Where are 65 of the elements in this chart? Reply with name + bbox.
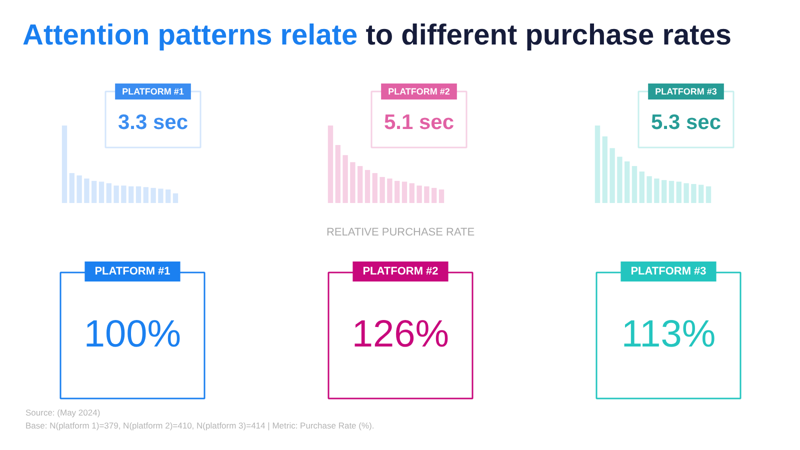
bar	[106, 183, 112, 203]
bar	[166, 189, 171, 203]
bar	[610, 148, 615, 203]
annotation: 3.3 sec	[118, 111, 188, 134]
bar	[662, 180, 667, 203]
category-label: PLATFORM #3	[630, 266, 706, 278]
bar	[424, 186, 430, 203]
bar	[328, 126, 334, 203]
bar	[646, 176, 652, 203]
bar	[387, 178, 392, 203]
bar	[335, 145, 340, 203]
bar	[617, 156, 622, 203]
bar	[668, 180, 674, 203]
annotation: 5.1 sec	[384, 111, 454, 134]
chart-title: PLATFORM #3	[655, 86, 717, 96]
text: Attention patterns relate	[22, 20, 358, 52]
bar	[84, 178, 90, 203]
bar	[172, 193, 178, 203]
chart-title: PLATFORM #1	[122, 86, 184, 96]
bar	[114, 186, 119, 203]
bar	[76, 175, 82, 203]
bar	[632, 166, 638, 203]
bar	[380, 176, 385, 203]
bar	[92, 180, 97, 203]
bar	[143, 187, 148, 203]
source-note: Source: (May 2024)	[26, 408, 100, 418]
bar	[121, 186, 126, 203]
bar	[136, 186, 142, 203]
bar	[438, 189, 444, 203]
bar	[69, 173, 74, 203]
bar	[432, 188, 437, 203]
bar	[676, 182, 682, 203]
bar	[358, 166, 363, 203]
text: to different purchase rates	[366, 20, 732, 52]
bar	[416, 186, 422, 203]
bar	[654, 178, 660, 203]
bar	[698, 184, 704, 203]
bar	[691, 184, 696, 203]
bar	[684, 183, 689, 203]
bar	[706, 186, 712, 203]
text: RELATIVE PURCHASE RATE	[326, 226, 475, 238]
bar	[158, 188, 164, 203]
bar	[342, 155, 348, 203]
bar	[394, 180, 400, 203]
bar	[602, 136, 608, 203]
bar	[350, 162, 356, 203]
bar	[594, 126, 600, 203]
data-label: 113%	[621, 314, 716, 356]
chart-title: PLATFORM #2	[388, 86, 450, 96]
data-label: 126%	[352, 314, 450, 356]
bar	[98, 182, 104, 203]
bar	[624, 161, 630, 203]
category-label: PLATFORM #1	[94, 266, 170, 278]
bar	[62, 126, 68, 203]
bar	[372, 173, 378, 203]
category-label: PLATFORM #2	[362, 266, 438, 278]
bar	[409, 183, 414, 203]
bar	[128, 186, 134, 203]
annotation: 5.3 sec	[650, 111, 722, 134]
text: Base: N(platform 1)=379, N(platform 2)=410, N(platform 3)=414 | Metric: Purchase Rate (%).	[26, 420, 374, 430]
bar	[150, 188, 156, 203]
bar	[402, 182, 408, 203]
bar	[639, 172, 644, 203]
bar	[364, 170, 370, 203]
data-label: 100%	[84, 314, 182, 356]
